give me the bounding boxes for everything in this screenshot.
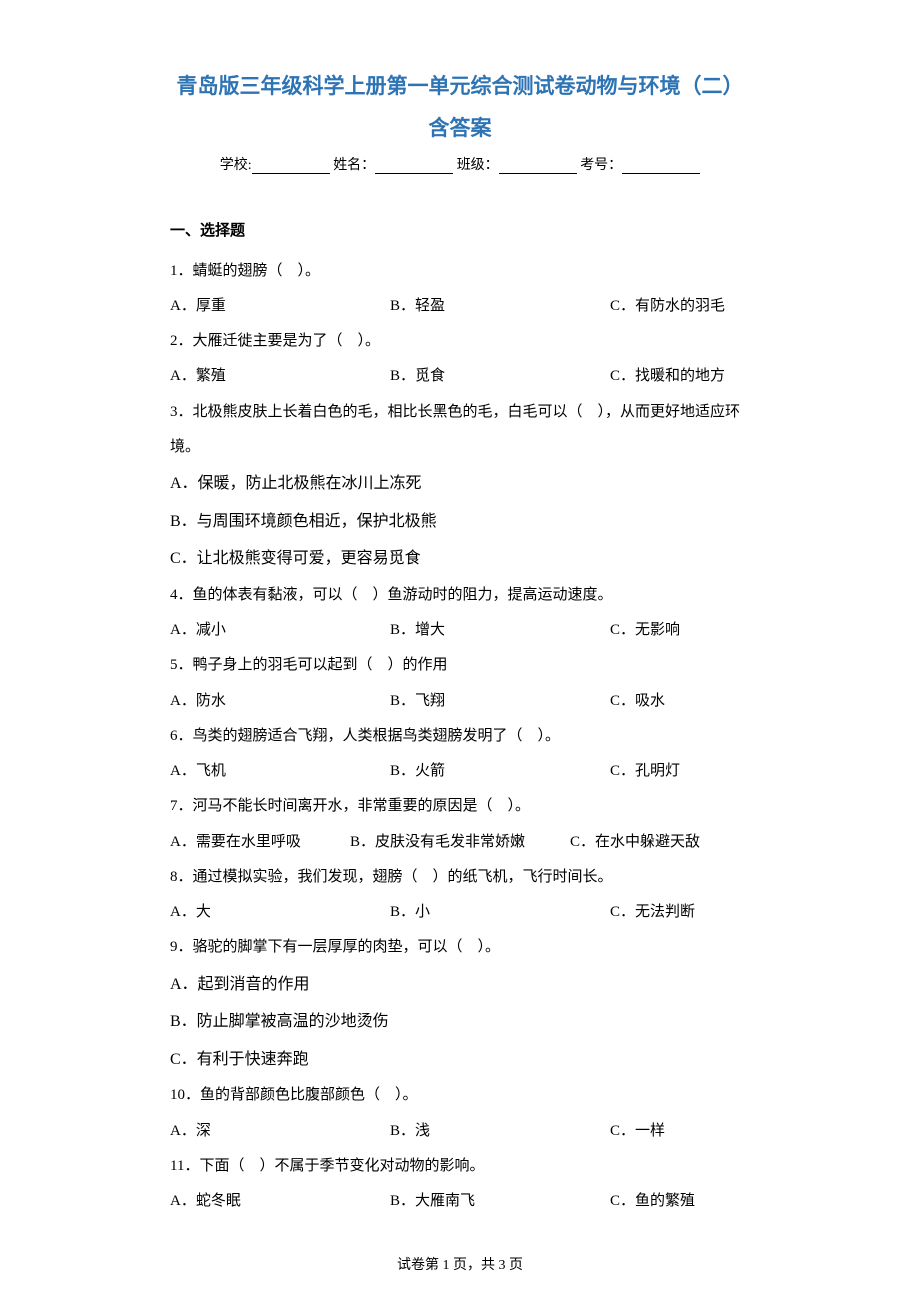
option-b: B．觅食 bbox=[390, 359, 610, 394]
question-options: A．保暖，防止北极熊在冰川上冻死 B．与周围环境颜色相近，保护北极熊 C．让北极… bbox=[170, 465, 750, 578]
name-blank bbox=[375, 158, 453, 174]
page-container: 青岛版三年级科学上册第一单元综合测试卷动物与环境（二） 含答案 学校: 姓名： … bbox=[0, 0, 920, 1259]
question-text: 7．河马不能长时间离开水，非常重要的原因是（ ）。 bbox=[170, 789, 750, 824]
question-text: 1．蜻蜓的翅膀（ ）。 bbox=[170, 254, 750, 289]
option-a: A．繁殖 bbox=[170, 359, 390, 394]
question-text: 11．下面（ ）不属于季节变化对动物的影响。 bbox=[170, 1149, 750, 1184]
option-a: A．深 bbox=[170, 1114, 390, 1149]
option-c: C．找暖和的地方 bbox=[610, 359, 725, 394]
school-label: 学校: bbox=[220, 158, 252, 173]
option-a: A．防水 bbox=[170, 684, 390, 719]
question-options: A．繁殖 B．觅食 C．找暖和的地方 bbox=[170, 359, 750, 394]
option-b: B．皮肤没有毛发非常娇嫩 bbox=[350, 825, 570, 860]
option-c: C．吸水 bbox=[610, 684, 665, 719]
class-label: 班级： bbox=[457, 158, 499, 173]
question-options: A．厚重 B．轻盈 C．有防水的羽毛 bbox=[170, 289, 750, 324]
school-blank bbox=[252, 158, 330, 174]
question-options: A．需要在水里呼吸 B．皮肤没有毛发非常娇嫩 C．在水中躲避天敌 bbox=[170, 825, 750, 860]
question-text: 2．大雁迁徙主要是为了（ ）。 bbox=[170, 324, 750, 359]
option-c: C．鱼的繁殖 bbox=[610, 1184, 695, 1219]
option-a: A．飞机 bbox=[170, 754, 390, 789]
question-10: 10．鱼的背部颜色比腹部颜色（ ）。 A．深 B．浅 C．一样 bbox=[170, 1078, 750, 1149]
question-8: 8．通过模拟实验，我们发现，翅膀（ ）的纸飞机，飞行时间长。 A．大 B．小 C… bbox=[170, 860, 750, 931]
page-footer: 试卷第 1 页，共 3 页 bbox=[0, 1254, 920, 1274]
option-c: C．无影响 bbox=[610, 613, 680, 648]
question-options: A．大 B．小 C．无法判断 bbox=[170, 895, 750, 930]
question-options: A．蛇冬眠 B．大雁南飞 C．鱼的繁殖 bbox=[170, 1184, 750, 1219]
question-text: 4．鱼的体表有黏液，可以（ ）鱼游动时的阻力，提高运动速度。 bbox=[170, 578, 750, 613]
option-b: B．大雁南飞 bbox=[390, 1184, 610, 1219]
examno-label: 考号： bbox=[580, 158, 622, 173]
question-options: A．起到消音的作用 B．防止脚掌被高温的沙地烫伤 C．有利于快速奔跑 bbox=[170, 966, 750, 1079]
option-a: A．需要在水里呼吸 bbox=[170, 825, 350, 860]
option-c: C．无法判断 bbox=[610, 895, 695, 930]
question-1: 1．蜻蜓的翅膀（ ）。 A．厚重 B．轻盈 C．有防水的羽毛 bbox=[170, 254, 750, 325]
question-3: 3．北极熊皮肤上长着白色的毛，相比长黑色的毛，白毛可以（ ），从而更好地适应环境… bbox=[170, 395, 750, 578]
question-11: 11．下面（ ）不属于季节变化对动物的影响。 A．蛇冬眠 B．大雁南飞 C．鱼的… bbox=[170, 1149, 750, 1220]
option-b: B．小 bbox=[390, 895, 610, 930]
option-a: A．蛇冬眠 bbox=[170, 1184, 390, 1219]
option-b: B．防止脚掌被高温的沙地烫伤 bbox=[170, 1003, 750, 1041]
question-7: 7．河马不能长时间离开水，非常重要的原因是（ ）。 A．需要在水里呼吸 B．皮肤… bbox=[170, 789, 750, 860]
main-title: 青岛版三年级科学上册第一单元综合测试卷动物与环境（二） bbox=[170, 70, 750, 104]
option-b: B．浅 bbox=[390, 1114, 610, 1149]
option-b: B．与周围环境颜色相近，保护北极熊 bbox=[170, 503, 750, 541]
question-5: 5．鸭子身上的羽毛可以起到（ ）的作用 A．防水 B．飞翔 C．吸水 bbox=[170, 648, 750, 719]
option-a: A．保暖，防止北极熊在冰川上冻死 bbox=[170, 465, 750, 503]
option-b: B．轻盈 bbox=[390, 289, 610, 324]
option-b: B．火箭 bbox=[390, 754, 610, 789]
option-c: C．让北极熊变得可爱，更容易觅食 bbox=[170, 540, 750, 578]
option-b: B．飞翔 bbox=[390, 684, 610, 719]
question-6: 6．鸟类的翅膀适合飞翔，人类根据鸟类翅膀发明了（ ）。 A．飞机 B．火箭 C．… bbox=[170, 719, 750, 790]
question-options: A．减小 B．增大 C．无影响 bbox=[170, 613, 750, 648]
option-c: C．一样 bbox=[610, 1114, 665, 1149]
question-options: A．深 B．浅 C．一样 bbox=[170, 1114, 750, 1149]
student-info-line: 学校: 姓名： 班级： 考号： bbox=[170, 154, 750, 174]
name-label: 姓名： bbox=[333, 158, 375, 173]
question-text: 10．鱼的背部颜色比腹部颜色（ ）。 bbox=[170, 1078, 750, 1113]
question-text: 8．通过模拟实验，我们发现，翅膀（ ）的纸飞机，飞行时间长。 bbox=[170, 860, 750, 895]
question-4: 4．鱼的体表有黏液，可以（ ）鱼游动时的阻力，提高运动速度。 A．减小 B．增大… bbox=[170, 578, 750, 649]
question-9: 9．骆驼的脚掌下有一层厚厚的肉垫，可以（ ）。 A．起到消音的作用 B．防止脚掌… bbox=[170, 930, 750, 1078]
option-b: B．增大 bbox=[390, 613, 610, 648]
option-a: A．厚重 bbox=[170, 289, 390, 324]
question-options: A．飞机 B．火箭 C．孔明灯 bbox=[170, 754, 750, 789]
examno-blank bbox=[622, 158, 700, 174]
section-heading: 一、选择题 bbox=[170, 219, 750, 240]
option-c: C．有防水的羽毛 bbox=[610, 289, 725, 324]
subtitle: 含答案 bbox=[170, 112, 750, 142]
class-blank bbox=[499, 158, 577, 174]
question-text: 3．北极熊皮肤上长着白色的毛，相比长黑色的毛，白毛可以（ ），从而更好地适应环境… bbox=[170, 395, 750, 466]
option-a: A．减小 bbox=[170, 613, 390, 648]
question-text: 9．骆驼的脚掌下有一层厚厚的肉垫，可以（ ）。 bbox=[170, 930, 750, 965]
option-c: C．在水中躲避天敌 bbox=[570, 825, 700, 860]
option-a: A．大 bbox=[170, 895, 390, 930]
option-c: C．有利于快速奔跑 bbox=[170, 1041, 750, 1079]
option-a: A．起到消音的作用 bbox=[170, 966, 750, 1004]
question-options: A．防水 B．飞翔 C．吸水 bbox=[170, 684, 750, 719]
question-text: 6．鸟类的翅膀适合飞翔，人类根据鸟类翅膀发明了（ ）。 bbox=[170, 719, 750, 754]
question-2: 2．大雁迁徙主要是为了（ ）。 A．繁殖 B．觅食 C．找暖和的地方 bbox=[170, 324, 750, 395]
option-c: C．孔明灯 bbox=[610, 754, 680, 789]
question-text: 5．鸭子身上的羽毛可以起到（ ）的作用 bbox=[170, 648, 750, 683]
